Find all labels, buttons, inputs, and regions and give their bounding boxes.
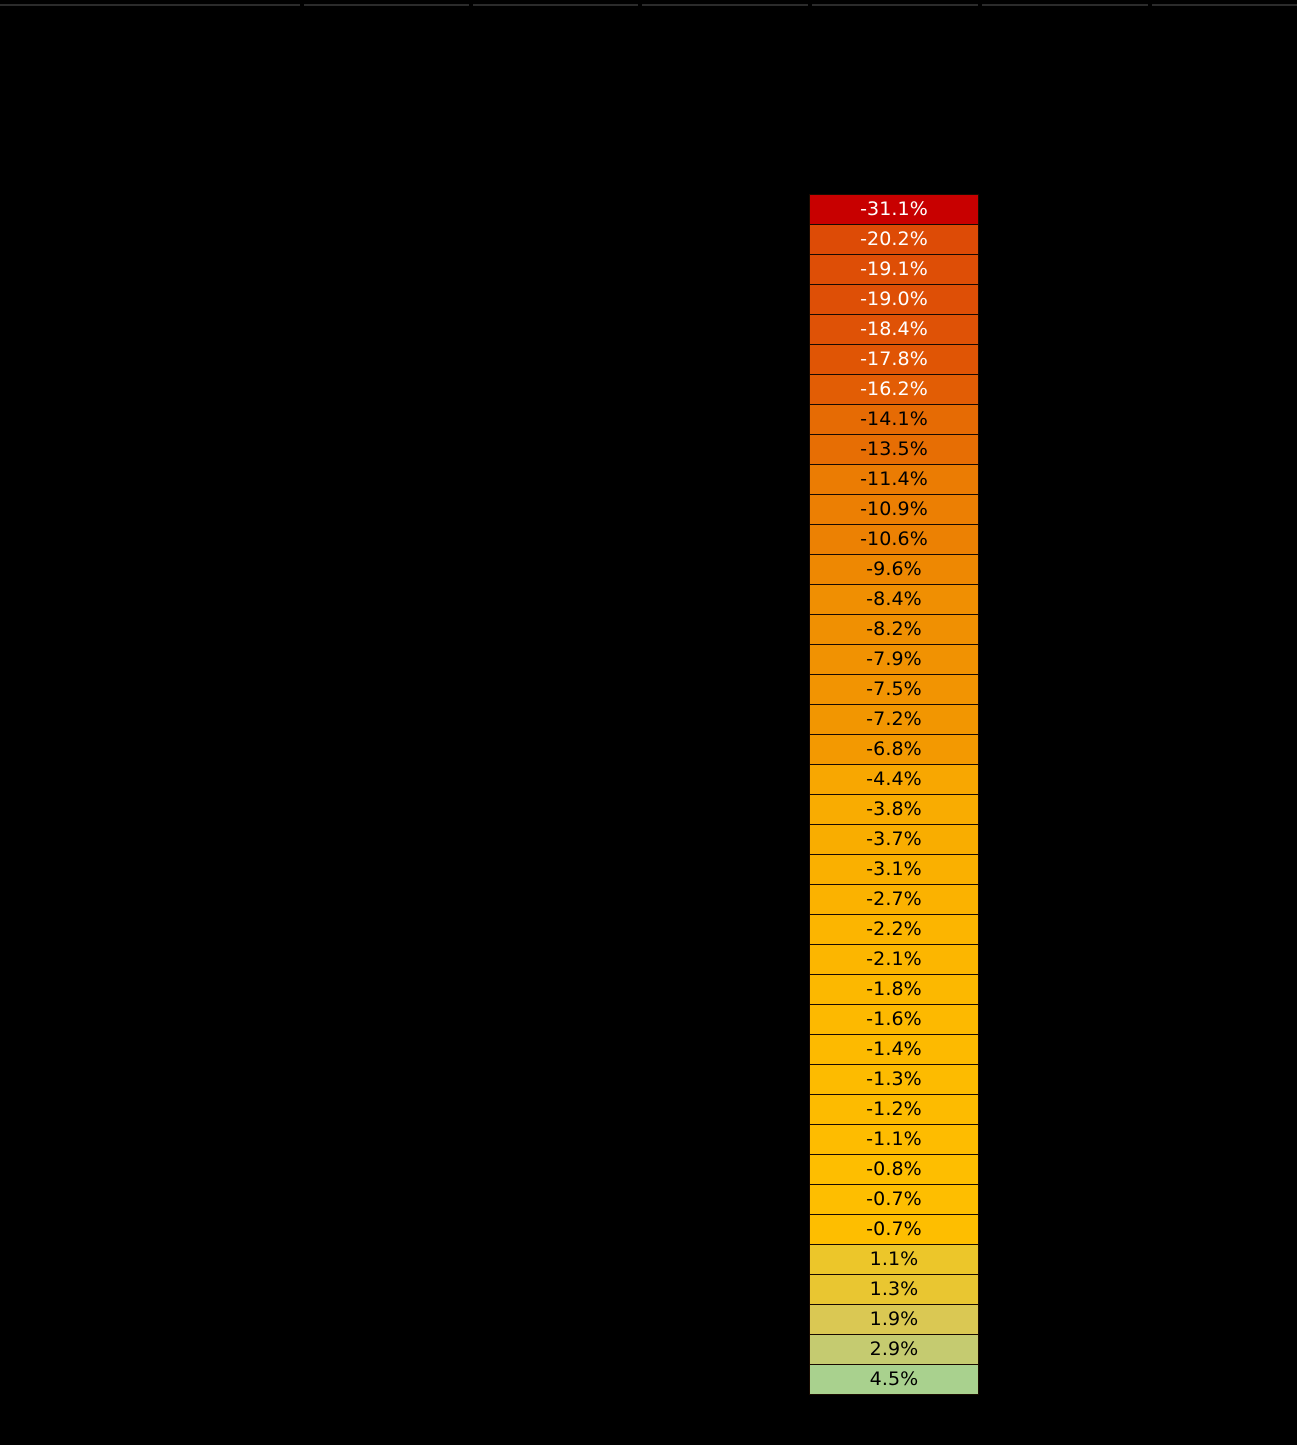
value-cell[interactable]: -2.2% [809,914,979,945]
value-cell-label: -7.5% [866,678,922,700]
value-cell[interactable]: 1.1% [809,1244,979,1275]
value-cell-label: 1.3% [869,1278,919,1300]
value-cell[interactable]: -11.4% [809,464,979,495]
value-cell-label: -0.7% [866,1218,922,1240]
value-cell-label: -6.8% [866,738,922,760]
value-cell-label: -3.8% [866,798,922,820]
value-cell-label: -17.8% [860,348,928,370]
value-cell-label: -1.8% [866,978,922,1000]
value-cell[interactable]: -14.1% [809,404,979,435]
value-cell-label: -1.6% [866,1008,922,1030]
value-cell-label: -8.4% [866,588,922,610]
value-cell-label: 4.5% [869,1368,919,1390]
value-cell[interactable]: -31.1% [809,194,979,225]
value-cell[interactable]: -2.1% [809,944,979,975]
value-cell-label: -8.2% [866,618,922,640]
value-cell[interactable]: -2.7% [809,884,979,915]
value-cell[interactable]: -17.8% [809,344,979,375]
value-cell[interactable]: -6.8% [809,734,979,765]
value-cell[interactable]: -1.2% [809,1094,979,1125]
value-cell[interactable]: -10.9% [809,494,979,525]
value-cell[interactable]: -7.9% [809,644,979,675]
value-cell[interactable]: 4.5% [809,1364,979,1395]
axis-line [0,4,1297,6]
axis-tick-gap [808,3,812,8]
value-cell-label: -31.1% [860,198,928,220]
value-cell-label: -18.4% [860,318,928,340]
value-cell-label: -13.5% [860,438,928,460]
axis-tick-gap [638,3,642,8]
value-cell[interactable]: -19.1% [809,254,979,285]
value-cell-label: -1.3% [866,1068,922,1090]
value-cell-label: -19.1% [860,258,928,280]
value-cell-label: -1.2% [866,1098,922,1120]
value-cell[interactable]: -1.6% [809,1004,979,1035]
value-cell-label: -9.6% [866,558,922,580]
value-cell[interactable]: -1.1% [809,1124,979,1155]
value-cell[interactable]: -3.7% [809,824,979,855]
value-cell-label: -7.2% [866,708,922,730]
value-cell[interactable]: -0.8% [809,1154,979,1185]
percent-value-column: -31.1% -20.2% -19.1% -19.0% -18.4% -17.8% -16.… [809,194,979,1395]
value-cell[interactable]: -19.0% [809,284,979,315]
value-cell[interactable]: -4.4% [809,764,979,795]
value-cell-label: -3.7% [866,828,922,850]
value-cell-label: -20.2% [860,228,928,250]
value-cell-label: 2.9% [869,1338,919,1360]
value-cell-label: -0.8% [866,1158,922,1180]
value-cell[interactable]: -1.8% [809,974,979,1005]
value-cell[interactable]: -13.5% [809,434,979,465]
value-cell-label: 1.1% [869,1248,919,1270]
value-cell[interactable]: -3.1% [809,854,979,885]
value-cell-label: -7.9% [866,648,922,670]
axis-tick-gap [469,3,473,8]
value-cell-label: -4.4% [866,768,922,790]
value-cell-label: -2.1% [866,948,922,970]
value-cell[interactable]: -9.6% [809,554,979,585]
value-cell[interactable]: -1.4% [809,1034,979,1065]
value-cell-label: -19.0% [860,288,928,310]
value-cell-label: -0.7% [866,1188,922,1210]
value-cell-label: -10.6% [860,528,928,550]
value-cell[interactable]: 1.3% [809,1274,979,1305]
value-cell-label: 1.9% [869,1308,919,1330]
axis-tick-gap [1148,3,1152,8]
value-cell-label: -2.2% [866,918,922,940]
top-axis-rule [0,3,1297,8]
value-cell-label: -1.1% [866,1128,922,1150]
value-cell[interactable]: -0.7% [809,1214,979,1245]
value-cell-label: -14.1% [860,408,928,430]
value-cell[interactable]: -10.6% [809,524,979,555]
value-cell[interactable]: 1.9% [809,1304,979,1335]
value-cell[interactable]: -16.2% [809,374,979,405]
value-cell[interactable]: -0.7% [809,1184,979,1215]
value-cell[interactable]: -18.4% [809,314,979,345]
value-cell-label: -1.4% [866,1038,922,1060]
value-cell[interactable]: -8.4% [809,584,979,615]
value-cell[interactable]: 2.9% [809,1334,979,1365]
value-cell[interactable]: -8.2% [809,614,979,645]
value-cell-label: -10.9% [860,498,928,520]
value-cell-label: -2.7% [866,888,922,910]
axis-tick-gap [978,3,982,8]
value-cell[interactable]: -20.2% [809,224,979,255]
value-cell-label: -11.4% [860,468,928,490]
value-cell[interactable]: -3.8% [809,794,979,825]
value-cell[interactable]: -1.3% [809,1064,979,1095]
value-cell-label: -3.1% [866,858,922,880]
value-cell[interactable]: -7.2% [809,704,979,735]
axis-tick-gap [300,3,304,8]
value-cell-label: -16.2% [860,378,928,400]
value-cell[interactable]: -7.5% [809,674,979,705]
